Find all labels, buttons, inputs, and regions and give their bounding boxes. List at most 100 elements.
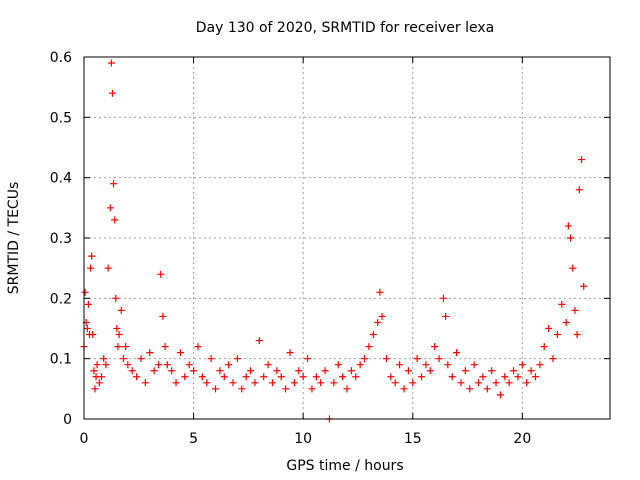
x-tick-labels: 0 5 10 15 20 bbox=[80, 431, 532, 447]
data-point bbox=[112, 294, 120, 302]
data-point bbox=[567, 234, 575, 242]
data-point bbox=[321, 367, 329, 375]
data-point bbox=[100, 355, 108, 363]
data-point bbox=[317, 379, 325, 387]
axis-ticks bbox=[83, 56, 610, 420]
data-point bbox=[382, 355, 390, 363]
data-point bbox=[573, 331, 581, 339]
data-point bbox=[299, 373, 307, 381]
data-point bbox=[501, 373, 509, 381]
y-tick-label: 0 bbox=[63, 412, 72, 428]
data-point bbox=[141, 379, 149, 387]
data-point bbox=[475, 379, 482, 387]
data-point bbox=[168, 367, 176, 375]
data-point bbox=[81, 288, 89, 296]
data-point bbox=[496, 391, 504, 399]
data-point bbox=[117, 306, 125, 314]
data-point bbox=[448, 373, 456, 381]
data-point bbox=[488, 367, 496, 375]
data-point bbox=[190, 367, 198, 375]
x-tick-label: 15 bbox=[404, 431, 422, 447]
data-point bbox=[505, 379, 513, 387]
data-point bbox=[545, 325, 553, 332]
data-point bbox=[391, 379, 399, 387]
data-point bbox=[479, 373, 487, 381]
data-point bbox=[549, 355, 557, 363]
data-point bbox=[435, 355, 443, 363]
data-point bbox=[347, 367, 355, 375]
data-point bbox=[220, 373, 228, 381]
data-point bbox=[133, 373, 141, 381]
data-point bbox=[431, 343, 439, 351]
data-point bbox=[114, 343, 122, 351]
y-tick-label: 0.4 bbox=[50, 171, 72, 187]
data-point bbox=[282, 385, 290, 393]
data-point bbox=[461, 367, 469, 375]
data-point bbox=[453, 349, 461, 357]
data-point bbox=[207, 355, 215, 363]
data-point bbox=[330, 379, 338, 387]
data-point bbox=[339, 373, 347, 381]
data-point bbox=[562, 318, 570, 326]
data-point bbox=[571, 306, 579, 314]
data-point bbox=[273, 367, 281, 375]
data-point bbox=[155, 361, 163, 369]
data-point bbox=[540, 343, 548, 351]
data-point bbox=[185, 361, 193, 369]
data-point bbox=[378, 312, 386, 320]
data-point bbox=[580, 282, 588, 290]
data-point bbox=[229, 379, 237, 387]
data-point bbox=[110, 180, 118, 188]
data-point bbox=[575, 186, 583, 194]
data-point bbox=[553, 331, 561, 339]
data-point bbox=[91, 385, 99, 393]
data-point bbox=[352, 373, 360, 381]
data-point bbox=[157, 270, 165, 278]
data-point bbox=[312, 373, 320, 381]
data-point bbox=[304, 355, 312, 363]
data-point bbox=[369, 331, 377, 339]
data-point bbox=[418, 373, 426, 381]
data-point bbox=[194, 343, 202, 351]
data-point bbox=[523, 379, 531, 387]
data-point bbox=[527, 367, 535, 375]
data-point bbox=[124, 361, 132, 369]
data-point bbox=[569, 264, 577, 272]
data-point bbox=[172, 379, 180, 387]
data-point bbox=[277, 373, 285, 381]
x-tick-label: 0 bbox=[80, 431, 89, 447]
data-point bbox=[387, 373, 395, 381]
data-point bbox=[361, 355, 369, 363]
data-point bbox=[483, 385, 491, 393]
y-tick-label: 0.3 bbox=[50, 231, 72, 247]
x-axis-label: GPS time / hours bbox=[286, 458, 403, 474]
data-point bbox=[286, 349, 294, 357]
data-point bbox=[102, 361, 110, 369]
data-point bbox=[90, 367, 98, 375]
y-tick-label: 0.5 bbox=[50, 110, 72, 126]
data-point bbox=[444, 361, 452, 369]
data-point bbox=[108, 89, 116, 97]
data-point bbox=[404, 367, 412, 375]
data-point bbox=[295, 367, 303, 375]
y-tick-label: 0.6 bbox=[50, 50, 72, 66]
y-tick-label: 0.1 bbox=[50, 352, 72, 368]
x-tick-label: 10 bbox=[294, 431, 312, 447]
data-point bbox=[356, 361, 364, 369]
data-point bbox=[409, 379, 417, 387]
data-point bbox=[457, 379, 465, 387]
data-point bbox=[115, 331, 123, 339]
data-point bbox=[107, 59, 115, 67]
data-point bbox=[203, 379, 211, 387]
data-point bbox=[87, 264, 95, 272]
data-point bbox=[260, 373, 268, 381]
data-point bbox=[119, 355, 127, 363]
data-point bbox=[212, 385, 219, 393]
data-point bbox=[422, 361, 430, 369]
data-point bbox=[106, 204, 114, 212]
data-point bbox=[343, 385, 351, 393]
data-point bbox=[518, 361, 526, 369]
data-point bbox=[251, 379, 259, 387]
